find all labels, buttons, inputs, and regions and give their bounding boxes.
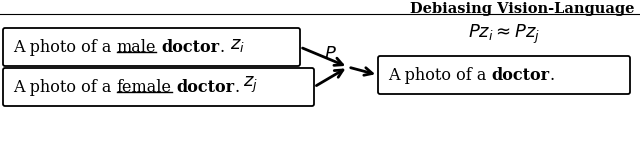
Text: .: . <box>550 67 555 83</box>
Text: doctor: doctor <box>492 67 550 83</box>
Text: $P$: $P$ <box>324 45 337 63</box>
Text: $z_i$: $z_i$ <box>230 36 245 54</box>
Text: male: male <box>116 38 156 55</box>
Text: doctor: doctor <box>161 38 220 55</box>
FancyBboxPatch shape <box>3 68 314 106</box>
FancyBboxPatch shape <box>3 28 300 66</box>
Text: $z_j$: $z_j$ <box>243 75 258 95</box>
Text: doctor: doctor <box>177 78 235 95</box>
Text: .: . <box>235 78 240 95</box>
Text: A photo of a: A photo of a <box>13 78 116 95</box>
FancyBboxPatch shape <box>378 56 630 94</box>
Text: female: female <box>116 78 172 95</box>
Text: $Pz_i \approx Pz_j$: $Pz_i \approx Pz_j$ <box>468 23 540 46</box>
Text: A photo of a: A photo of a <box>13 38 116 55</box>
Text: .: . <box>220 38 225 55</box>
Text: Debiasing Vision-Language: Debiasing Vision-Language <box>410 2 635 16</box>
Text: A photo of a: A photo of a <box>388 67 492 83</box>
